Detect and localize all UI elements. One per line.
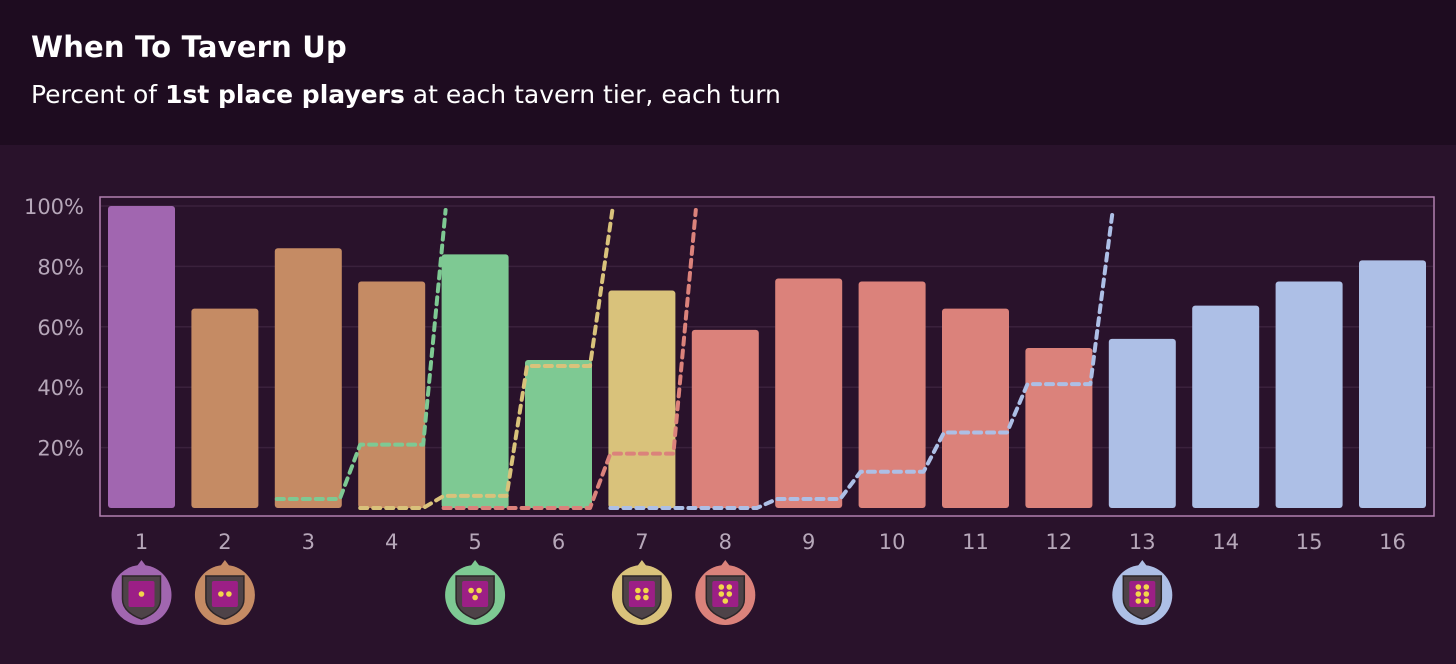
x-tick-label: 5 (468, 530, 481, 554)
tier-4-share-line (358, 208, 615, 510)
bar (608, 290, 676, 508)
x-tick-label: 3 (302, 530, 315, 554)
plot-area-border (99, 196, 1435, 517)
tavern-tier-5-icon (695, 560, 756, 625)
tier-3-share-line (274, 208, 448, 501)
y-tick-label: 80% (37, 255, 84, 279)
y-tick-label: 60% (37, 316, 84, 340)
x-tick-label: 2 (218, 530, 231, 554)
bar (191, 308, 259, 508)
bar (858, 281, 926, 508)
x-tick-label: 16 (1379, 530, 1406, 554)
chart-subtitle: Percent of 1st place players at each tav… (31, 80, 781, 109)
tavern-tier-1-icon (111, 560, 172, 625)
bar (942, 308, 1009, 508)
tavern-tier-3-icon (445, 560, 506, 625)
tier-6-share-line (608, 208, 1115, 510)
x-tick-label: 6 (552, 530, 565, 554)
x-tick-label: 8 (719, 530, 732, 554)
bar (1359, 260, 1426, 508)
bar (441, 254, 509, 508)
x-tick-label: 7 (635, 530, 648, 554)
x-tick-label: 11 (962, 530, 989, 554)
bar (1025, 347, 1093, 508)
x-tick-label: 9 (802, 530, 815, 554)
bar (691, 329, 759, 508)
x-tick-label: 10 (879, 530, 906, 554)
x-tick-label: 15 (1296, 530, 1323, 554)
tier-5-share-line (441, 208, 698, 510)
y-tick-label: 40% (37, 376, 84, 400)
y-tick-label: 20% (37, 437, 84, 461)
x-tick-label: 1 (135, 530, 148, 554)
subtitle-bold: 1st place players (165, 80, 405, 109)
bar (274, 248, 342, 508)
bar (1192, 305, 1260, 508)
subtitle-post: at each tavern tier, each turn (404, 80, 781, 109)
bar (1275, 281, 1343, 508)
tavern-tier-4-icon (611, 560, 672, 625)
bar (358, 281, 426, 508)
bar (525, 360, 592, 508)
x-tick-label: 14 (1212, 530, 1239, 554)
header: When To Tavern Up Percent of 1st place p… (0, 0, 1456, 145)
chart-title: When To Tavern Up (31, 30, 347, 64)
x-tick-label: 4 (385, 530, 398, 554)
bar (775, 278, 843, 508)
tavern-tier-6-icon (1112, 560, 1173, 625)
x-tick-label: 12 (1046, 530, 1073, 554)
x-tick-label: 13 (1129, 530, 1156, 554)
y-tick-label: 100% (24, 195, 84, 219)
bar (108, 206, 175, 508)
bar (1108, 338, 1176, 508)
tavern-tier-2-icon (194, 560, 255, 625)
subtitle-pre: Percent of (31, 80, 166, 109)
